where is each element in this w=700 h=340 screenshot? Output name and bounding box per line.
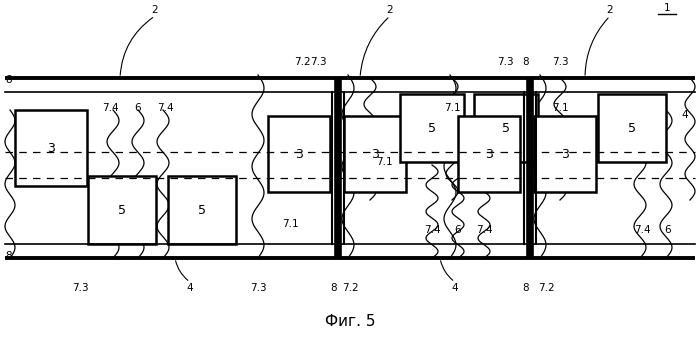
Text: 1: 1	[664, 3, 671, 13]
Text: 6: 6	[665, 225, 671, 235]
Text: 6: 6	[134, 103, 141, 113]
Bar	[598, 94, 666, 162]
Text: Фиг. 5: Фиг. 5	[325, 314, 375, 329]
Bar	[400, 94, 464, 162]
Text: 3: 3	[485, 148, 493, 160]
Text: 7.2: 7.2	[538, 283, 554, 293]
Text: 7.4: 7.4	[424, 225, 440, 235]
Text: 5: 5	[118, 204, 126, 217]
Text: 5: 5	[428, 121, 436, 135]
Text: 7.2: 7.2	[342, 283, 358, 293]
Text: 4: 4	[187, 283, 193, 293]
Text: 7.3: 7.3	[250, 283, 266, 293]
Text: 8: 8	[5, 251, 12, 261]
Text: 8: 8	[523, 283, 529, 293]
Text: 7.3: 7.3	[552, 57, 568, 67]
Text: 7.3: 7.3	[497, 57, 513, 67]
Text: 7.4: 7.4	[102, 103, 118, 113]
Text: 7.3: 7.3	[71, 283, 88, 293]
Text: 2: 2	[386, 5, 393, 15]
Text: 3: 3	[561, 148, 569, 160]
Text: 7.1: 7.1	[376, 157, 392, 167]
Text: 4: 4	[452, 283, 458, 293]
Bar	[88, 176, 156, 244]
Bar	[344, 116, 406, 192]
Text: 5: 5	[198, 204, 206, 217]
Text: 7.1: 7.1	[281, 219, 298, 229]
Text: 4: 4	[682, 110, 688, 120]
Bar	[168, 176, 236, 244]
Text: 8: 8	[5, 75, 12, 85]
Text: 7.3: 7.3	[309, 57, 326, 67]
Text: 7.4: 7.4	[634, 225, 650, 235]
Text: 3: 3	[47, 141, 55, 154]
Text: 7.4: 7.4	[476, 225, 492, 235]
Bar	[474, 94, 538, 162]
Text: 5: 5	[502, 121, 510, 135]
Text: 7.1: 7.1	[552, 103, 568, 113]
Text: 8: 8	[523, 57, 529, 67]
Text: 8: 8	[330, 283, 337, 293]
Text: 7.2: 7.2	[294, 57, 310, 67]
Text: 3: 3	[295, 148, 303, 160]
Bar	[458, 116, 520, 192]
Bar	[15, 110, 87, 186]
Bar	[534, 116, 596, 192]
Text: 7.1: 7.1	[444, 103, 461, 113]
Text: 6: 6	[455, 225, 461, 235]
Text: 2: 2	[607, 5, 613, 15]
Text: 7.4: 7.4	[157, 103, 174, 113]
Text: 3: 3	[371, 148, 379, 160]
Bar	[268, 116, 330, 192]
Text: 5: 5	[628, 121, 636, 135]
Text: 2: 2	[152, 5, 158, 15]
